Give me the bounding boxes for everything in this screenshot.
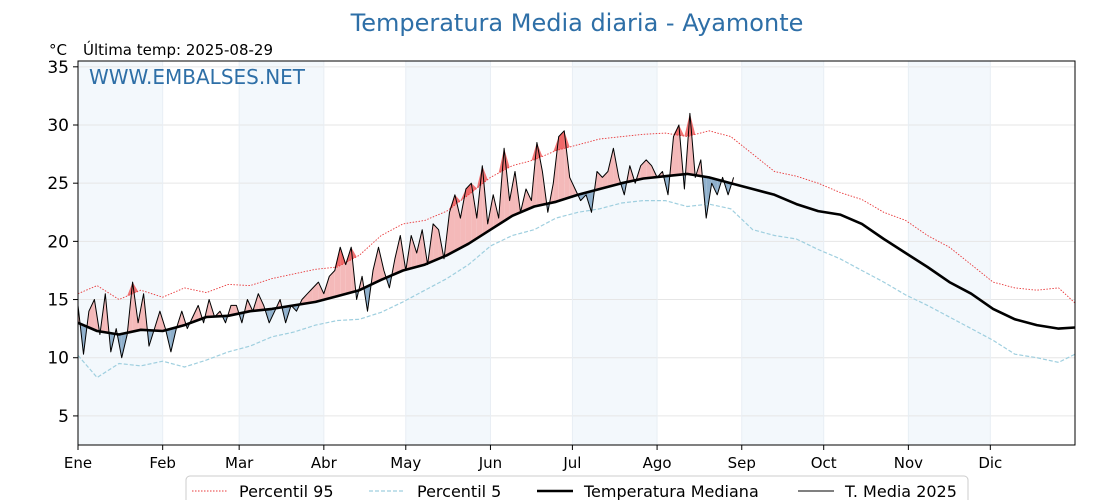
y-tick-label-5: 5 [58, 407, 69, 427]
y-axis-ticks: 5 10 15 20 25 30 35 [47, 58, 78, 427]
series-lines [77, 112, 1076, 379]
fill-above-median [394, 235, 401, 274]
x-tick-label-Dic: Dic [978, 454, 1002, 472]
legend-label-mediana: Temperatura Mediana [583, 482, 759, 500]
line-percentil-5 [77, 200, 1076, 379]
line-t-media-2025 [77, 112, 735, 359]
fill-above-median [258, 293, 264, 311]
fill-above-median [465, 183, 472, 246]
x-tick-label-Jun: Jun [478, 454, 502, 472]
fill-above-median [307, 287, 313, 304]
y-tick-label-30: 30 [47, 116, 69, 136]
y-tick-label-10: 10 [47, 349, 69, 369]
legend-box [185, 475, 969, 500]
fill-above-median [553, 136, 559, 203]
legend-label-p5: Percentil 5 [417, 482, 501, 500]
grid-lines [77, 61, 1075, 445]
y-tick-label-15: 15 [47, 291, 69, 311]
fill-above-median [509, 171, 516, 218]
x-tick-label-Jul: Jul [562, 454, 581, 472]
fill-above-median [460, 189, 466, 249]
legend-label-p95: Percentil 95 [239, 482, 334, 500]
fill-above-median [329, 270, 335, 299]
fill-above-median [416, 229, 423, 267]
fill-above-median [602, 171, 608, 189]
fill-above-median [318, 282, 324, 302]
y-tick-label-20: 20 [47, 232, 69, 252]
month-band-Sep [741, 61, 824, 445]
fill-above-median [673, 125, 679, 176]
fill-above-median [230, 305, 237, 316]
x-tick-label-Mar: Mar [225, 454, 254, 472]
x-tick-label-May: May [390, 454, 421, 472]
fill-above-p95 [460, 189, 466, 201]
y-unit-label: °C [49, 41, 67, 59]
fill-above-median [525, 189, 532, 210]
chart-title: Temperatura Media diaria - Ayamonte [350, 9, 804, 37]
fill-above-median [536, 142, 543, 206]
fill-above-median [433, 223, 439, 262]
fill-above-median [301, 293, 308, 305]
fill-above-median [378, 247, 384, 282]
x-axis-ticks: Ene Feb Mar Abr May Jun Jul Ago Sep Oct Nov Dic [64, 445, 1002, 472]
x-tick-label-Abr: Abr [311, 454, 338, 472]
month-bands [78, 61, 991, 445]
fill-above-median [192, 305, 199, 323]
month-band-Mar [239, 61, 324, 445]
month-band-Nov [908, 61, 991, 445]
y-tick-label-25: 25 [47, 174, 69, 194]
watermark: WWW.EMBALSES.NET [89, 65, 306, 89]
x-tick-label-Sep: Sep [728, 454, 756, 472]
fill-above-p95 [536, 142, 543, 159]
fill-above-median [88, 299, 95, 330]
line-percentil-95 [77, 130, 1076, 304]
x-tick-label-Oct: Oct [811, 454, 837, 472]
x-tick-label-Ago: Ago [643, 454, 672, 472]
fill-above-median [607, 148, 614, 187]
fill-above-median [373, 247, 379, 284]
y-tick-label-35: 35 [47, 58, 69, 78]
fill-above-median [411, 235, 417, 269]
fill-above-median [454, 194, 461, 251]
plot-frame [77, 60, 1076, 446]
legend-label-2025: T. Media 2025 [844, 482, 957, 500]
legend: Percentil 95 Percentil 5 Temperatura Med… [185, 475, 969, 500]
month-band-Jul [572, 61, 658, 445]
last-temp-label: Última temp: 2025-08-29 [83, 40, 273, 59]
x-tick-label-Nov: Nov [894, 454, 923, 472]
fill-above-median [569, 177, 576, 198]
fill-above-p95 [465, 183, 472, 197]
month-band-Ene [78, 61, 163, 445]
x-tick-label-Ene: Ene [64, 454, 92, 472]
fill-above-median [471, 183, 477, 242]
fill-below-median [711, 178, 718, 195]
fill-above-p95 [678, 125, 685, 137]
x-tick-label-Feb: Feb [149, 454, 176, 472]
fill-above-median [493, 194, 499, 228]
